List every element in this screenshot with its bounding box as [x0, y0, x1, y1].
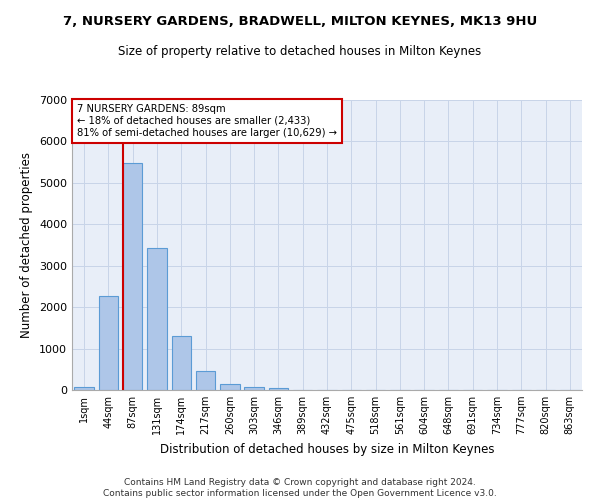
Bar	[220, 384, 239, 390]
Bar	[147, 248, 167, 390]
Bar	[99, 296, 118, 390]
Text: 7, NURSERY GARDENS, BRADWELL, MILTON KEYNES, MK13 9HU: 7, NURSERY GARDENS, BRADWELL, MILTON KEY…	[63, 15, 537, 28]
Bar	[244, 386, 264, 390]
Text: Size of property relative to detached houses in Milton Keynes: Size of property relative to detached ho…	[118, 45, 482, 58]
Bar	[74, 386, 94, 390]
Bar	[269, 388, 288, 390]
X-axis label: Distribution of detached houses by size in Milton Keynes: Distribution of detached houses by size …	[160, 442, 494, 456]
Text: Contains HM Land Registry data © Crown copyright and database right 2024.
Contai: Contains HM Land Registry data © Crown c…	[103, 478, 497, 498]
Bar	[196, 371, 215, 390]
Bar	[123, 164, 142, 390]
Y-axis label: Number of detached properties: Number of detached properties	[20, 152, 34, 338]
Bar	[172, 336, 191, 390]
Text: 7 NURSERY GARDENS: 89sqm
← 18% of detached houses are smaller (2,433)
81% of sem: 7 NURSERY GARDENS: 89sqm ← 18% of detach…	[77, 104, 337, 138]
